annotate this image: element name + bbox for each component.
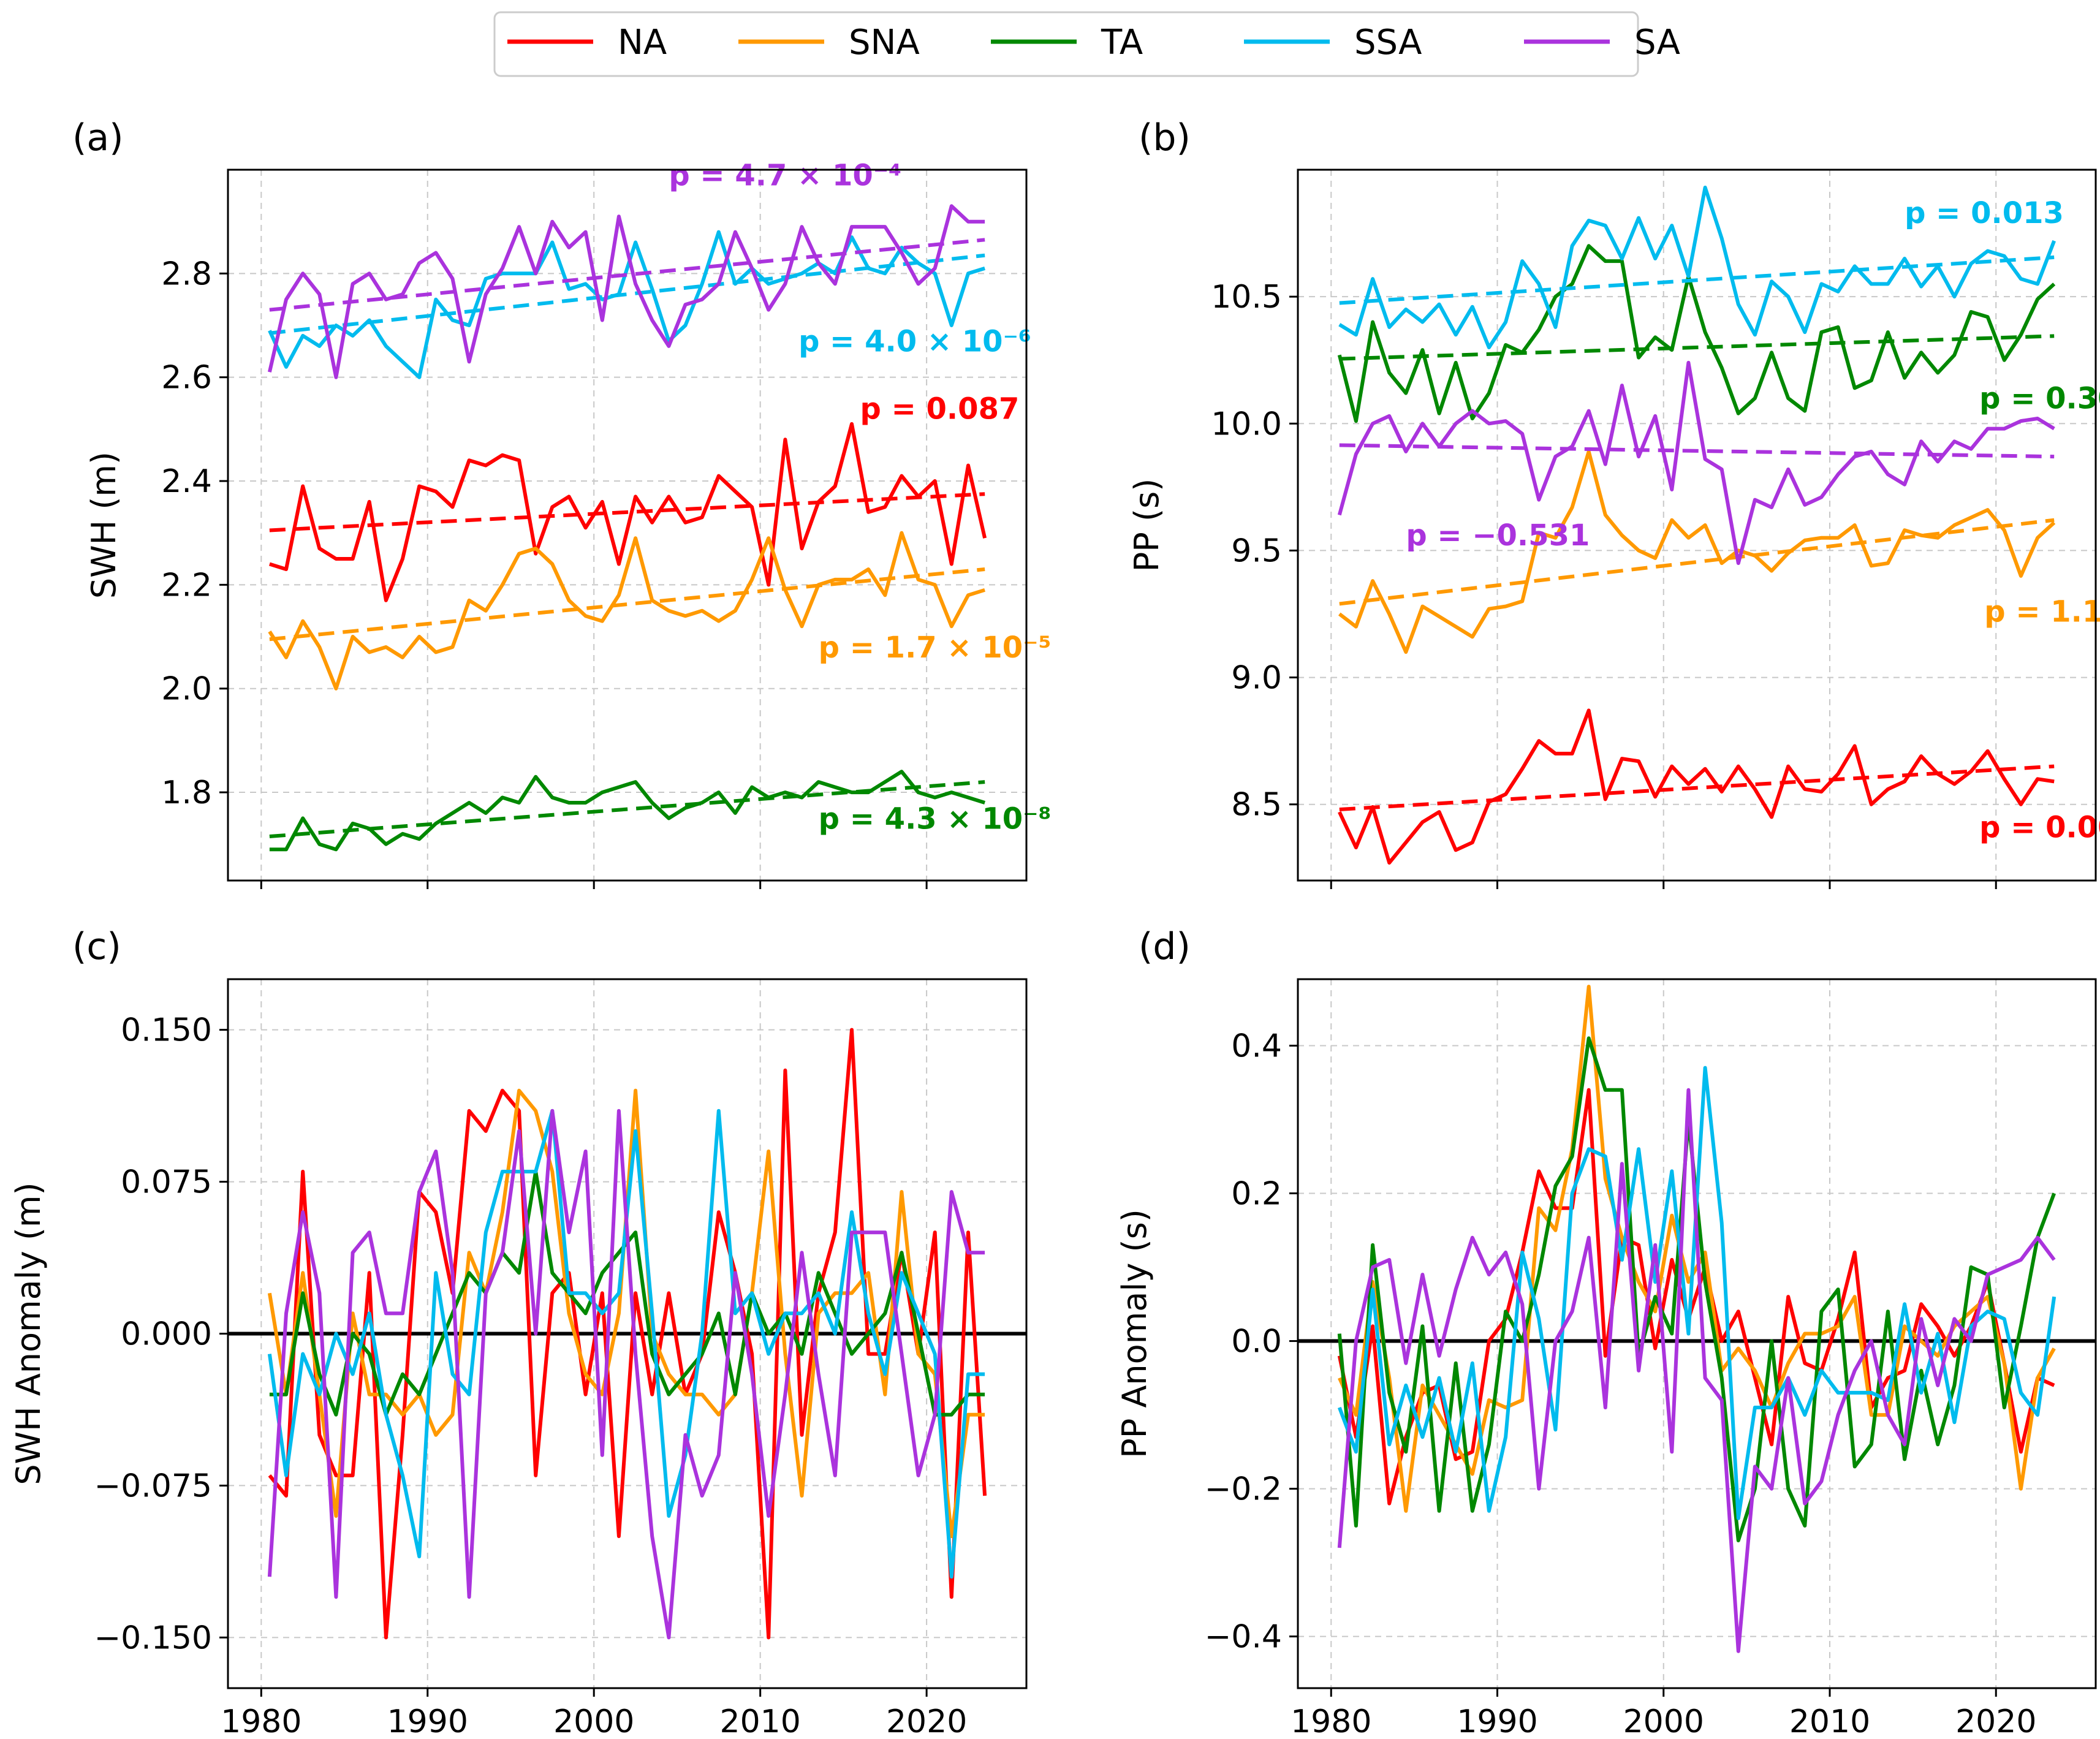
- panel-label: (c): [72, 925, 121, 968]
- panel-label: (d): [1139, 925, 1191, 968]
- panel-b: p = 0.013 p = 0.303 p = −0.531 p = 1.1 × 10…: [1128, 116, 2100, 889]
- p-value-annotation: p = −0.531: [1406, 518, 1590, 553]
- series-line-na: [269, 422, 987, 602]
- trend-line-sa: [1339, 443, 2055, 459]
- series-line-ta: [1337, 244, 2056, 423]
- y-tick-label: 0.075: [121, 1164, 212, 1201]
- series-line-sa: [267, 1108, 985, 1640]
- panel-d: 1980 1990 2000 2010 2020 −0.4 −0.2 0.0 0.2 0.4 PP …: [1115, 925, 2097, 1739]
- y-tick-label: 10.5: [1211, 279, 1282, 316]
- series-line-ssa: [268, 230, 985, 379]
- panel-label: (a): [72, 116, 124, 159]
- y-tick-label: 2.0: [161, 671, 212, 708]
- p-value-annotation: p = 0.013: [1905, 196, 2064, 230]
- y-tick-label: 1.8: [161, 775, 212, 811]
- legend-label-sa: SA: [1634, 23, 1680, 63]
- x-tick-label: 2010: [719, 1703, 800, 1739]
- p-value-annotation: p = 1.1 × 10⁻⁵: [1984, 594, 2100, 629]
- legend-label-na: NA: [618, 23, 667, 63]
- x-tick-label: 1980: [1291, 1703, 1371, 1739]
- panel-c: 1980 1990 2000 2010 2020 −0.150 −0.075 0.000 0.0…: [9, 925, 1028, 1739]
- x-tick-label: 2020: [1955, 1703, 2036, 1739]
- x-tick-label: 1990: [387, 1703, 468, 1739]
- legend: NA SNA TA SSA SA: [493, 11, 1680, 77]
- trend-line-na: [269, 492, 985, 532]
- series-line-sna: [268, 531, 985, 691]
- trend-line-na: [1339, 764, 2055, 811]
- p-value-annotation: p = 0.303: [1979, 381, 2100, 415]
- y-tick-label: −0.4: [1205, 1619, 1282, 1656]
- x-tick-label: 2000: [553, 1703, 634, 1739]
- y-tick-label: −0.075: [94, 1468, 212, 1504]
- trend-line-ta: [269, 780, 985, 839]
- trend-line-sna: [1339, 518, 2055, 606]
- trend-line-sa: [269, 238, 985, 312]
- series-line-sa: [267, 204, 985, 379]
- x-tick-label: 2010: [1789, 1703, 1870, 1739]
- y-axis-label: PP (s): [1128, 479, 1166, 572]
- y-tick-label: 9.5: [1231, 532, 1282, 569]
- y-tick-label: −0.150: [94, 1620, 212, 1656]
- x-tick-label: 2000: [1623, 1703, 1704, 1739]
- axes-frame: [1297, 169, 2097, 882]
- legend-label-sna: SNA: [849, 23, 920, 63]
- x-tick-label: 1980: [221, 1703, 301, 1739]
- axes-frame: [227, 169, 1028, 882]
- y-tick-label: 0.0: [1231, 1324, 1282, 1360]
- series-line-ssa: [1338, 186, 2056, 349]
- y-tick-label: 0.4: [1231, 1028, 1282, 1064]
- y-axis-label: SWH (m): [85, 452, 123, 599]
- y-tick-label: 0.000: [121, 1316, 212, 1353]
- y-tick-label: 9.0: [1231, 660, 1282, 697]
- series-line-na: [1338, 708, 2055, 865]
- y-tick-label: −0.2: [1205, 1471, 1282, 1508]
- trend-line-ssa: [269, 253, 985, 335]
- series-line-sna: [1338, 985, 2056, 1513]
- y-axis-label: PP Anomaly (s): [1115, 1209, 1154, 1458]
- y-tick-label: 10.0: [1211, 406, 1282, 442]
- y-axis-label: SWH Anomaly (m): [9, 1182, 48, 1485]
- trend-line-sna: [269, 567, 985, 642]
- p-value-annotation: p = 4.3 × 10⁻⁸: [819, 801, 1052, 836]
- y-tick-label: 0.2: [1231, 1176, 1282, 1213]
- y-tick-label: 2.8: [161, 256, 212, 292]
- series-line-na: [1337, 1088, 2055, 1506]
- p-value-annotation: p = 1.7 × 10⁻⁵: [819, 631, 1052, 665]
- p-value-annotation: p = 0.087: [860, 392, 1020, 426]
- y-tick-label: 2.2: [161, 567, 212, 604]
- x-tick-label: 2020: [886, 1703, 967, 1739]
- trend-line-ssa: [1339, 255, 2055, 305]
- series-line-ssa: [1337, 1066, 2056, 1520]
- series-line-sa: [1337, 360, 2055, 566]
- axes-frame: [1297, 978, 2097, 1689]
- y-tick-label: 2.6: [161, 360, 212, 396]
- x-tick-label: 1990: [1457, 1703, 1537, 1739]
- p-value-annotation: p = 4.0 × 10⁻⁶: [798, 324, 1031, 358]
- trend-line-ta: [1339, 334, 2055, 361]
- legend-label-ssa: SSA: [1354, 23, 1422, 63]
- y-tick-label: 0.150: [121, 1012, 212, 1049]
- y-tick-label: 8.5: [1231, 787, 1282, 824]
- p-value-annotation: p = 0.004: [1979, 811, 2100, 845]
- panel-a: p = 4.7 × 10⁻⁴ p = 4.0 × 10⁻⁶ p = 0.087 p =…: [72, 116, 1052, 889]
- y-tick-label: 2.4: [161, 463, 212, 500]
- series-line-sna: [1338, 449, 2056, 654]
- legend-box: [493, 11, 1639, 77]
- legend-label-ta: TA: [1101, 23, 1143, 63]
- p-value-annotation: p = 4.7 × 10⁻⁴: [669, 158, 901, 192]
- series-line-sa: [1337, 1088, 2056, 1653]
- panel-label: (b): [1139, 116, 1191, 159]
